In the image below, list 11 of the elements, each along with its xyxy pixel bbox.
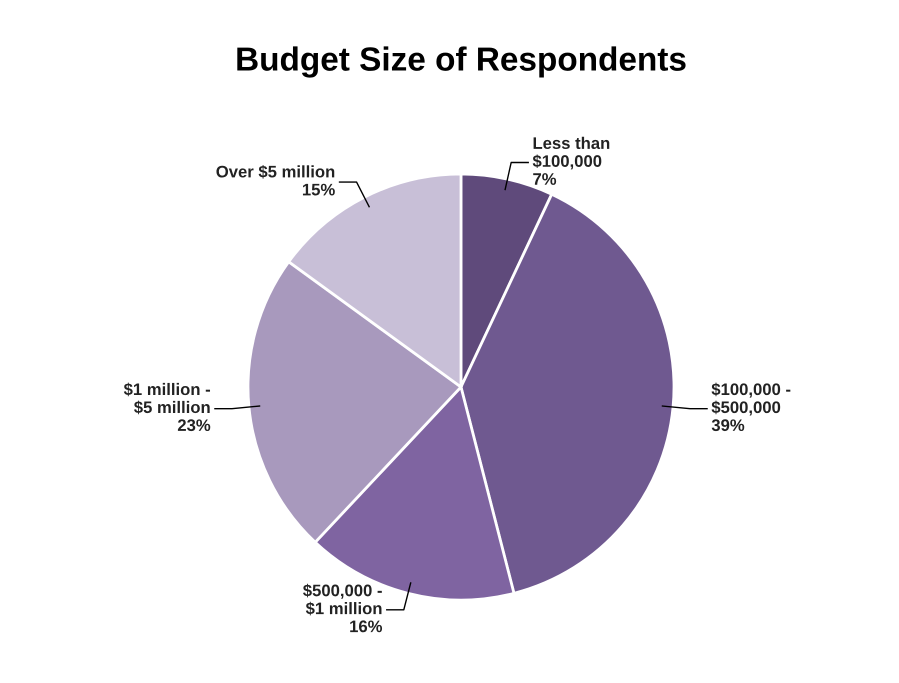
- slice-label: $1 million - $5 million: [124, 382, 210, 414]
- data-label: 7%: [533, 173, 556, 185]
- data-label: 16%: [350, 620, 382, 632]
- data-label: 23%: [178, 419, 210, 432]
- slice-label: $100,000 - $500,000: [712, 382, 790, 416]
- data-label: 15%: [302, 184, 335, 196]
- chart-title: Budget Size of Respondents: [237, 46, 686, 78]
- slice-label: Over $5 million: [216, 164, 334, 179]
- slice-label: Less than $100,000: [532, 136, 610, 170]
- slice-label: $500,000 - $1 million: [303, 584, 382, 616]
- data-label: 39%: [712, 419, 744, 432]
